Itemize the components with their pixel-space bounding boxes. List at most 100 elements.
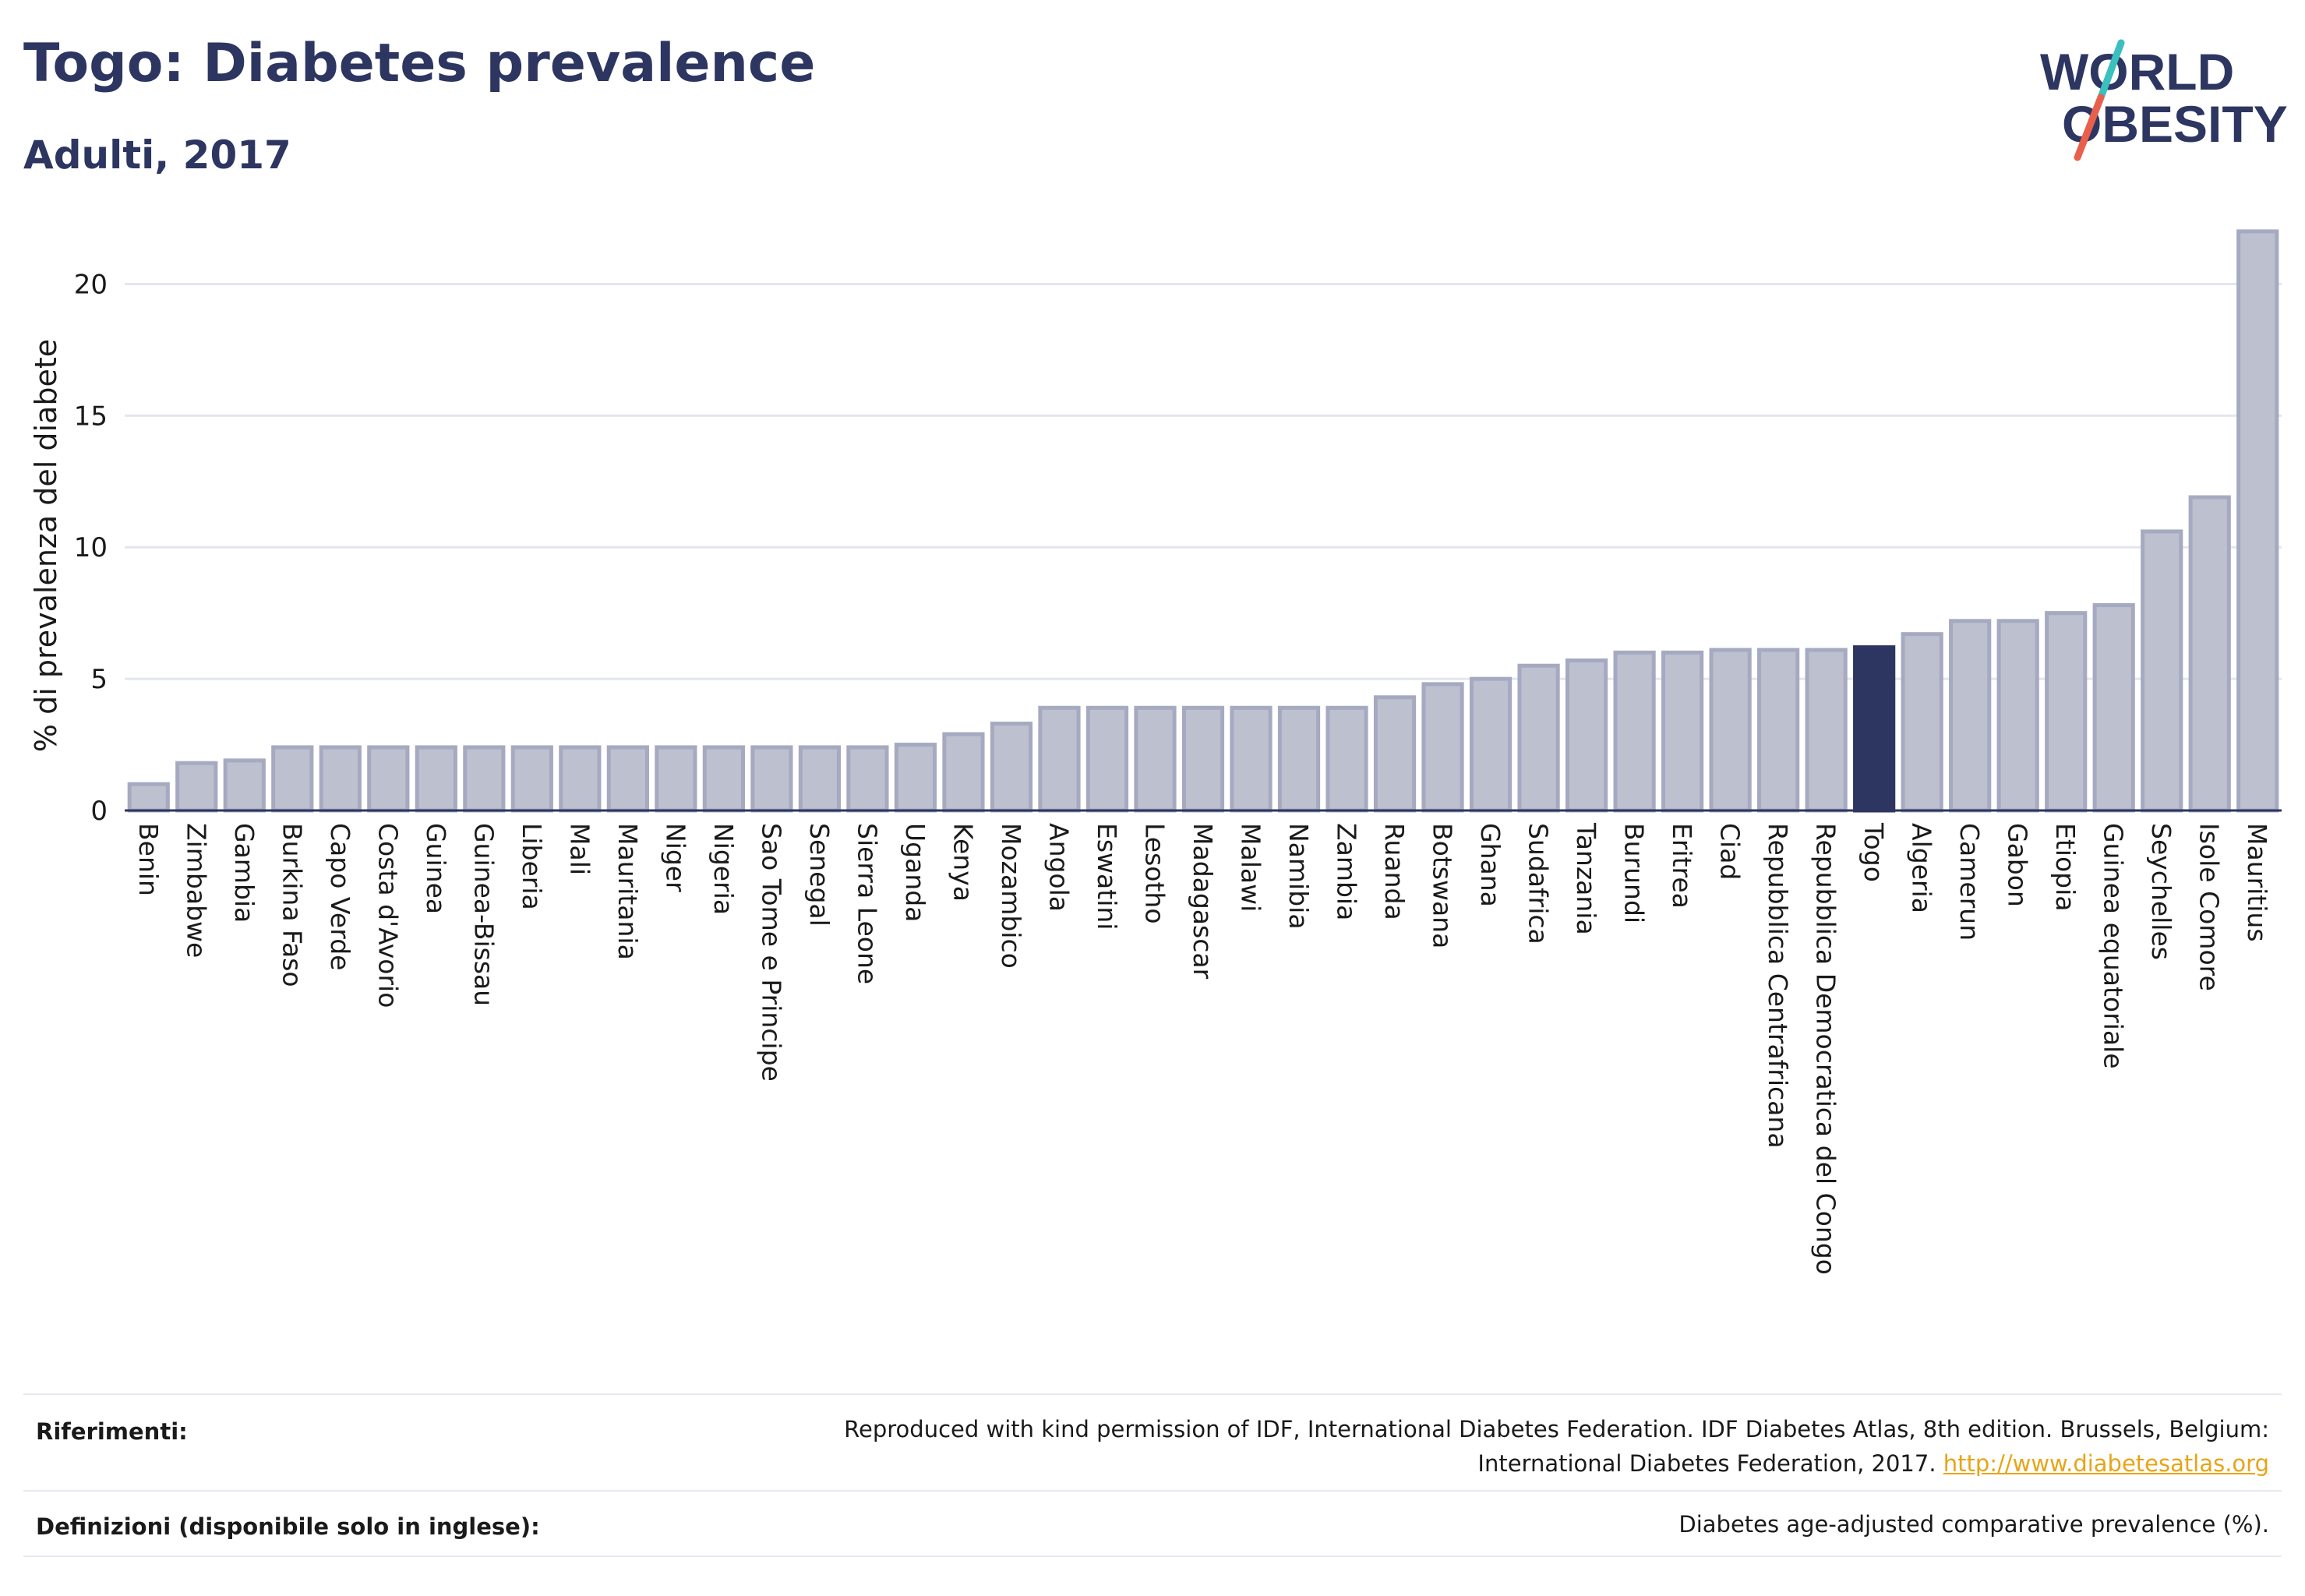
footer-divider-middle <box>23 1490 2282 1492</box>
x-tick-label: Repubblica Democratica del Congo <box>1811 823 1841 1275</box>
bar-6 <box>415 745 457 813</box>
references-line1: Reproduced with kind permission of IDF, … <box>844 1416 2269 1442</box>
x-tick-label: Sudafrica <box>1523 823 1554 945</box>
x-tick-label: Malawi <box>1236 823 1266 912</box>
x-tick-label: Senegal <box>804 823 835 927</box>
bar-32 <box>1661 650 1704 813</box>
footer-divider-top <box>23 1393 2282 1395</box>
y-tick-label: 5 <box>90 664 108 695</box>
references-label: Riferimenti: <box>36 1418 188 1445</box>
x-tick-label: Liberia <box>517 823 547 910</box>
x-tick-label: Lesotho <box>1139 823 1170 924</box>
bar-23 <box>1230 705 1273 813</box>
bar-21 <box>1134 705 1177 813</box>
bar-34 <box>1757 648 1800 813</box>
y-tick-label: 20 <box>74 269 108 300</box>
page-subtitle: Adulti, 2017 <box>23 132 291 178</box>
logo-line1: WORLD <box>2040 43 2234 101</box>
x-tick-label: Burundi <box>1619 823 1650 923</box>
bar-35 <box>1805 648 1848 813</box>
x-tick-label: Camerun <box>1954 823 1985 941</box>
references-line2: International Diabetes Federation, 2017. <box>1477 1450 1936 1477</box>
x-tick-label: Repubblica Centrafricana <box>1763 823 1793 1149</box>
x-tick-label: Guinea-Bissau <box>468 823 499 1006</box>
x-tick-label: Eritrea <box>1667 823 1697 909</box>
y-axis-label: % di prevalenza del diabete <box>29 339 63 752</box>
references-link[interactable]: http://www.diabetesatlas.org <box>1943 1450 2269 1477</box>
x-tick-label: Sierra Leone <box>852 823 882 984</box>
bar-30 <box>1565 658 1608 813</box>
bar-41 <box>2092 603 2135 813</box>
bar-12 <box>702 745 745 813</box>
bar-37 <box>1901 632 1943 813</box>
x-tick-label: Eswatini <box>1092 823 1122 930</box>
x-tick-label: Nigeria <box>708 823 739 915</box>
logo-slash-bottom <box>2074 94 2105 161</box>
bar-chart: 0 5 10 15 20 % di prevalenza del diabete Benin… <box>29 229 2282 1275</box>
bar-38 <box>1949 619 1992 813</box>
x-tick-label: Tanzania <box>1571 822 1601 935</box>
definitions-text: Diabetes age-adjusted comparative preval… <box>1678 1511 2269 1538</box>
bar-20 <box>1085 705 1129 813</box>
x-tick-label: Namibia <box>1283 823 1314 930</box>
references-text: Reproduced with kind permission of IDF, … <box>844 1412 2269 1481</box>
page-title: Togo: Diabetes prevalence <box>23 33 816 94</box>
x-tick-label: Mauritania <box>612 823 643 960</box>
bar-3 <box>271 745 314 813</box>
x-tick-label: Madagascar <box>1188 823 1218 980</box>
bar-25 <box>1325 705 1368 813</box>
bar-19 <box>1038 705 1081 813</box>
bar-9 <box>559 745 602 813</box>
footer-divider-bottom <box>23 1555 2282 1557</box>
bar-10 <box>606 745 649 813</box>
x-tick-label: Mauritius <box>2242 823 2272 942</box>
x-tick-label: Uganda <box>900 823 930 922</box>
bar-40 <box>2045 611 2088 813</box>
bar-36 <box>1853 645 1896 813</box>
bar-2 <box>223 758 266 813</box>
x-tick-label: Kenya <box>948 823 978 902</box>
x-tick-label: Gabon <box>2003 823 2033 907</box>
x-tick-label: Gambia <box>229 823 259 923</box>
bar-14 <box>798 745 842 813</box>
world-obesity-logo: WORLD OBESITY <box>2040 39 2288 161</box>
bar-42 <box>2141 529 2183 813</box>
bar-43 <box>2188 495 2231 813</box>
bar-28 <box>1469 676 1513 813</box>
y-tick-label: 10 <box>74 532 108 563</box>
bar-39 <box>1996 619 2039 813</box>
x-tick-label: Togo <box>1858 822 1889 882</box>
x-tick-label: Ruanda <box>1379 823 1410 920</box>
y-tick-label: 0 <box>90 796 108 827</box>
bar-0 <box>127 782 170 813</box>
x-tick-label: Mozambico <box>996 823 1026 969</box>
y-tick-label: 15 <box>74 401 108 432</box>
x-tick-label: Zimbabwe <box>181 823 211 958</box>
x-tick-label: Seychelles <box>2146 823 2176 960</box>
x-tick-label: Burkina Faso <box>277 823 307 987</box>
bar-26 <box>1373 695 1417 813</box>
x-tick-label: Algeria <box>1907 823 1937 913</box>
bar-15 <box>846 745 889 813</box>
bar-1 <box>175 761 218 813</box>
bar-16 <box>894 743 937 813</box>
x-tick-label: Ghana <box>1475 823 1505 907</box>
bar-22 <box>1181 705 1225 813</box>
x-tick-label: Benin <box>133 823 164 896</box>
x-tick-label: Capo Verde <box>325 823 355 970</box>
definitions-label: Definizioni (disponibile solo in inglese… <box>36 1513 540 1540</box>
x-tick-label: Isole Comore <box>2194 823 2225 991</box>
bar-44 <box>2236 229 2279 813</box>
bar-31 <box>1613 650 1656 813</box>
x-tick-label: Costa d'Avorio <box>372 823 403 1008</box>
bar-33 <box>1709 648 1752 813</box>
x-tick-label: Zambia <box>1332 823 1362 920</box>
x-tick-label: Niger <box>660 823 690 892</box>
bar-18 <box>990 722 1033 813</box>
x-tick-label: Angola <box>1043 823 1074 912</box>
bar-17 <box>942 732 985 813</box>
x-tick-label: Ciad <box>1715 823 1746 880</box>
bar-4 <box>319 745 362 813</box>
bar-13 <box>750 745 793 813</box>
bar-5 <box>367 745 410 813</box>
